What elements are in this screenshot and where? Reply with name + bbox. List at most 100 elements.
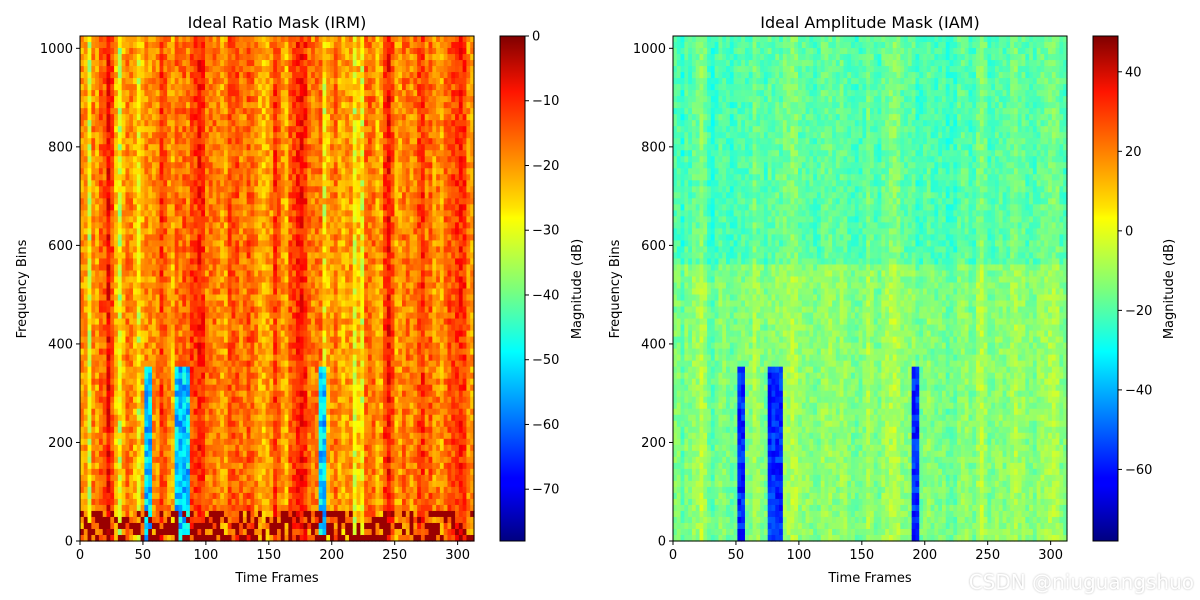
irm-cell: [155, 282, 161, 290]
irm-cell: [239, 438, 244, 446]
irm-cell: [212, 150, 217, 157]
irm-cell: [273, 354, 278, 362]
irm-cell: [129, 240, 134, 248]
irm-cell: [292, 252, 297, 260]
irm-cell: [265, 150, 271, 157]
irm-cell: [280, 120, 286, 127]
irm-cell: [216, 210, 221, 217]
irm-cell: [292, 312, 297, 320]
irm-cell: [117, 366, 123, 374]
irm-cell: [299, 462, 305, 470]
irm-cell: [235, 126, 240, 133]
irm-cell: [91, 510, 96, 518]
irm-cell: [114, 480, 119, 488]
irm-cell: [269, 384, 274, 392]
irm-cell: [292, 498, 297, 506]
irm-cell: [292, 192, 297, 199]
irm-cell: [299, 210, 305, 217]
irm-cell: [98, 168, 104, 175]
irm-cell: [273, 504, 278, 512]
irm-cell: [95, 348, 100, 356]
irm-cell: [197, 114, 202, 121]
irm-cell: [140, 390, 146, 398]
irm-cell: [208, 378, 214, 386]
irm-cell: [231, 444, 236, 452]
irm-cell: [258, 78, 263, 85]
irm-cell: [136, 246, 142, 254]
irm-cell: [114, 498, 119, 506]
irm-cell: [133, 312, 138, 320]
irm-cell: [182, 42, 187, 49]
irm-cell: [295, 534, 301, 542]
irm-cell: [197, 450, 202, 458]
irm-cell: [163, 126, 168, 133]
irm-cell: [87, 342, 92, 350]
irm-cell: [140, 102, 146, 109]
irm-cell: [80, 210, 85, 217]
irm-cell: [148, 72, 153, 79]
irm-cell: [235, 156, 240, 163]
irm-cell: [148, 534, 153, 542]
irm-cell: [277, 168, 282, 175]
irm-cell: [159, 36, 164, 43]
irm-cell: [223, 474, 229, 482]
irm-cell: [125, 174, 130, 181]
irm-cell: [227, 312, 233, 320]
irm-cell: [182, 480, 187, 488]
irm-cell: [159, 498, 164, 506]
irm-cell: [136, 486, 142, 494]
irm-cell: [193, 180, 199, 187]
irm-cell: [265, 96, 271, 103]
irm-cell: [140, 462, 146, 470]
irm-cell: [80, 216, 85, 223]
irm-cell: [102, 492, 108, 500]
irm-cell: [98, 102, 104, 109]
irm-cell: [235, 108, 240, 115]
irm-cell: [83, 174, 89, 181]
irm-cell: [170, 48, 176, 55]
irm-cell: [133, 408, 138, 416]
irm-cell: [216, 90, 221, 97]
irm-cell: [227, 366, 233, 374]
irm-cell: [159, 228, 164, 235]
irm-cell: [178, 42, 183, 49]
irm-cell: [246, 156, 252, 163]
irm-cell: [163, 234, 168, 241]
irm-cell: [151, 132, 157, 139]
irm-cell: [110, 312, 115, 320]
irm-cell: [280, 336, 286, 344]
irm-cell: [201, 174, 206, 181]
irm-cell: [288, 210, 293, 217]
irm-cell: [159, 60, 164, 67]
irm-cell: [216, 144, 221, 151]
irm-cell: [212, 534, 217, 542]
irm-cell: [269, 90, 274, 97]
irm-cell: [186, 330, 191, 338]
irm-cell: [193, 96, 199, 103]
irm-cell: [254, 432, 259, 440]
irm-cell: [178, 378, 183, 386]
irm-cell: [239, 414, 244, 422]
irm-cell: [144, 390, 149, 398]
irm-cell: [136, 138, 142, 145]
irm-cell: [87, 366, 92, 374]
irm-cell: [193, 462, 199, 470]
irm-cell: [273, 372, 278, 380]
irm-cell: [110, 132, 115, 139]
irm-cell: [231, 534, 236, 542]
irm-cell: [117, 132, 123, 139]
irm-cell: [80, 528, 85, 536]
irm-cell: [254, 54, 259, 61]
irm-cell: [186, 426, 191, 434]
irm-cell: [193, 360, 199, 368]
irm-cell: [280, 528, 286, 536]
irm-cell: [110, 432, 115, 440]
irm-cell: [83, 48, 89, 55]
irm-cell: [95, 354, 100, 362]
irm-cell: [80, 120, 85, 127]
irm-cell: [258, 72, 263, 79]
irm-cell: [155, 378, 161, 386]
irm-cell: [212, 474, 217, 482]
irm-cell: [178, 228, 183, 235]
irm-cell: [83, 276, 89, 284]
